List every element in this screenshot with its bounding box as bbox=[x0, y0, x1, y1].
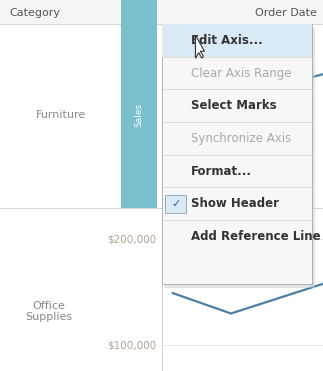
FancyBboxPatch shape bbox=[121, 0, 157, 208]
Text: Furniture: Furniture bbox=[36, 110, 87, 120]
FancyBboxPatch shape bbox=[162, 24, 312, 284]
FancyBboxPatch shape bbox=[165, 28, 315, 288]
Text: Select Marks: Select Marks bbox=[191, 99, 276, 112]
Text: $200,000: $200,000 bbox=[108, 234, 157, 244]
Text: Synchronize Axis: Synchronize Axis bbox=[191, 132, 291, 145]
FancyBboxPatch shape bbox=[162, 24, 312, 57]
Text: Edit Axis...: Edit Axis... bbox=[191, 34, 262, 47]
Polygon shape bbox=[195, 35, 204, 58]
Text: Format...: Format... bbox=[191, 164, 252, 178]
FancyBboxPatch shape bbox=[165, 195, 186, 213]
Text: Category: Category bbox=[10, 8, 61, 18]
FancyBboxPatch shape bbox=[0, 0, 323, 24]
Text: $100,000: $100,000 bbox=[108, 340, 157, 350]
Text: Clear Axis Range: Clear Axis Range bbox=[191, 66, 291, 80]
Text: ✓: ✓ bbox=[171, 199, 181, 209]
Text: Order Date: Order Date bbox=[255, 8, 317, 18]
Text: Sales: Sales bbox=[134, 296, 143, 320]
Text: Office
Supplies: Office Supplies bbox=[25, 301, 72, 322]
Text: Sales: Sales bbox=[134, 103, 143, 127]
Text: Add Reference Line: Add Reference Line bbox=[191, 230, 320, 243]
FancyBboxPatch shape bbox=[0, 24, 323, 371]
Text: Show Header: Show Header bbox=[191, 197, 278, 210]
